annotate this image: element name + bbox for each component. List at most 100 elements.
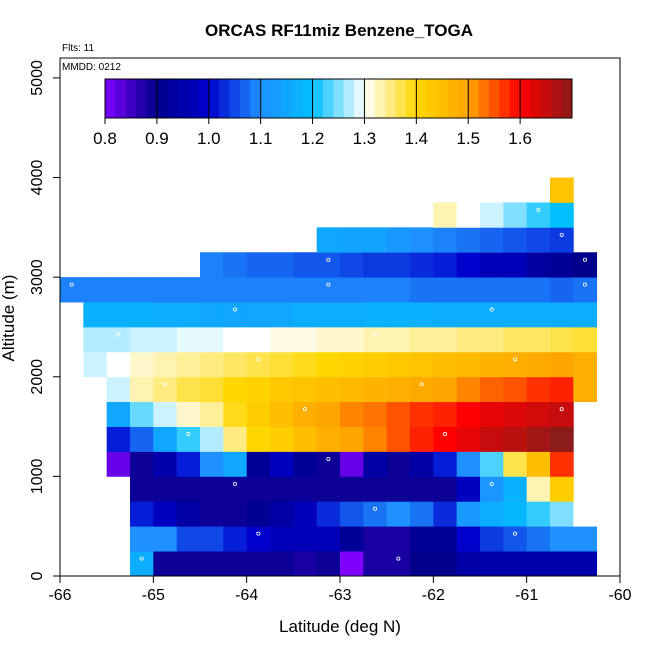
heatmap-cell [480,376,504,403]
heatmap-cell [293,501,318,527]
heatmap-cell [386,326,411,353]
colorbar-swatch [509,79,521,118]
heatmap-cell [503,252,528,278]
colorbar-swatch [488,79,500,118]
sample-marker [232,307,237,312]
heatmap-cells [60,177,598,577]
heatmap-cell [386,451,411,477]
colorbar-legend: 0.8 0.9 1.0 1.1 1.2 1.3 1.4 1.5 1.6 [93,78,573,148]
heatmap-cell [456,252,481,278]
heatmap-cell [503,277,528,303]
colorbar-swatch [156,79,168,118]
heatmap-cell [223,551,248,577]
heatmap-cell [106,376,131,403]
x-axis-label: Latitude (deg N) [279,617,401,636]
heatmap-cell [176,451,201,477]
heatmap-cell [130,551,154,577]
sample-marker [442,432,447,437]
heatmap-cell [340,551,364,577]
heatmap-cell [200,526,224,552]
heatmap-cell [246,476,271,502]
colorbar-swatch [416,79,428,118]
heatmap-cell [316,326,341,353]
heatmap-cell [223,526,248,552]
heatmap-cell [223,326,248,353]
heatmap-cell [480,451,504,477]
colorbar-tick-label: 1.2 [301,129,325,148]
heatmap-cell [503,526,528,552]
colorbar-swatch [374,79,386,118]
heatmap-cell [340,227,364,253]
sample-marker [139,556,144,561]
heatmap-cell [200,551,224,577]
heatmap-cell [176,501,201,527]
x-tick-label: -61 [515,587,538,604]
heatmap-cell [480,551,504,577]
heatmap-cell [550,351,574,378]
heatmap-cell [433,277,458,303]
colorbar-swatch [219,79,230,118]
sample-marker [256,531,261,536]
sample-marker [232,481,237,486]
heatmap-cell [456,426,481,452]
heatmap-cell [246,277,271,303]
sample-marker [536,207,541,212]
heatmap-cell [433,401,458,427]
heatmap-cell [503,476,528,502]
heatmap-cell [573,326,598,353]
sample-marker [326,456,331,461]
heatmap-cell [246,326,271,353]
heatmap-cell [386,476,411,502]
heatmap-cell [480,426,504,452]
heatmap-cell [340,476,364,502]
heatmap-cell [410,451,434,477]
heatmap-cell [456,451,481,477]
heatmap-cell [573,526,598,552]
heatmap-cell [503,227,528,253]
x-tick-label: -63 [328,587,351,604]
heatmap-cell [363,476,388,502]
heatmap-cell [363,376,388,403]
colorbar-swatch [447,79,459,118]
heatmap-cell [503,351,528,378]
heatmap-cell [550,551,574,577]
heatmap-cell [200,501,224,527]
heatmap-cell [363,277,388,303]
sample-marker [256,357,261,362]
colorbar-swatch [343,79,355,118]
sample-marker [489,307,494,312]
heatmap-cell [176,476,201,502]
heatmap-cell [176,526,201,552]
heatmap-cell [480,252,504,278]
heatmap-cell [526,551,551,577]
heatmap-cell [176,351,201,378]
heatmap-cell [270,526,294,552]
heatmap-cell [293,551,318,577]
colorbar-swatch [551,79,563,118]
heatmap-cell [386,252,411,278]
sample-marker [372,506,377,511]
heatmap-cell [316,376,341,403]
colorbar-tick-label: 1.3 [353,129,377,148]
sample-marker [583,257,588,262]
heatmap-cell [410,426,434,452]
heatmap-cell [526,326,551,353]
heatmap-cell [433,451,458,477]
heatmap-cell [456,476,481,502]
heatmap-cell [153,526,178,552]
heatmap-cell [433,426,458,452]
heatmap-cell [153,326,178,353]
heatmap-cell [386,401,411,427]
sample-marker [513,531,518,536]
heatmap-cell [550,526,574,552]
sample-marker [419,382,424,387]
heatmap-cell [130,526,154,552]
heatmap-cell [270,252,294,278]
heatmap-cell [316,227,341,253]
heatmap-cell [550,326,574,353]
colorbar-swatch [437,79,448,118]
heatmap-cell [503,451,528,477]
heatmap-cell [106,326,131,353]
heatmap-cell [550,501,574,527]
heatmap-cell [410,551,434,577]
